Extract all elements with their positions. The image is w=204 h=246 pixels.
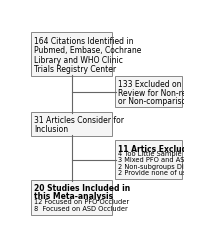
FancyBboxPatch shape — [31, 180, 112, 215]
Text: Pubmed, Embase, Cochrane: Pubmed, Embase, Cochrane — [34, 46, 141, 55]
FancyBboxPatch shape — [31, 32, 112, 76]
FancyBboxPatch shape — [115, 76, 181, 107]
Text: 2 Non-subgroups Divided by Devices: 2 Non-subgroups Divided by Devices — [118, 164, 204, 170]
Text: 133 Excluded on Abstract: 133 Excluded on Abstract — [118, 80, 204, 89]
FancyBboxPatch shape — [115, 140, 181, 179]
Text: or Non-comparison: or Non-comparison — [118, 97, 190, 106]
Text: 12 Focused on PFO Occluder: 12 Focused on PFO Occluder — [34, 199, 128, 205]
Text: this Meta-analysis: this Meta-analysis — [34, 192, 112, 200]
Text: 2 Provide none of useful information: 2 Provide none of useful information — [118, 170, 204, 176]
Text: Trials Registry Center: Trials Registry Center — [34, 65, 115, 74]
Text: 164 Citations Identified in: 164 Citations Identified in — [34, 37, 133, 46]
Text: 8  Focused on ASD Occluder: 8 Focused on ASD Occluder — [34, 206, 127, 212]
Text: 31 Articles Consider for: 31 Articles Consider for — [34, 116, 123, 125]
Text: Review for Non-relevant: Review for Non-relevant — [118, 89, 204, 98]
Text: 3 Mixed PFO and ASD cases: 3 Mixed PFO and ASD cases — [118, 157, 204, 164]
Text: 20 Studies Included in: 20 Studies Included in — [34, 184, 130, 193]
Text: 4 Too Little Sample Size: 4 Too Little Sample Size — [118, 151, 196, 157]
Text: Library and WHO Clinic: Library and WHO Clinic — [34, 56, 122, 64]
Text: Inclusion: Inclusion — [34, 125, 68, 134]
FancyBboxPatch shape — [31, 112, 112, 136]
Text: 11 Artics Excluded: 11 Artics Excluded — [118, 144, 197, 154]
